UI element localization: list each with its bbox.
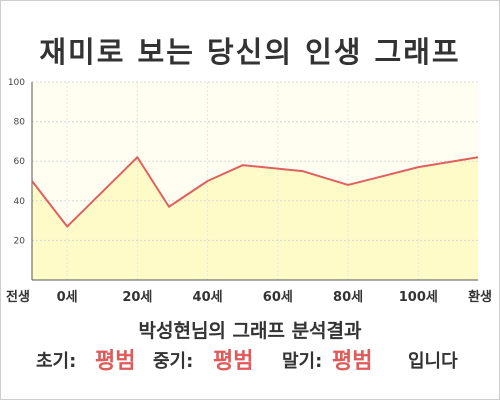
- area-fill: [32, 157, 478, 280]
- y-tick-label: 80: [14, 118, 26, 128]
- x-tick-label: 전생: [6, 289, 30, 305]
- early-label: 초기:: [36, 351, 77, 372]
- analysis-title: 박성현님의 그래프 분석결과: [138, 320, 362, 342]
- late-label: 말기:: [282, 351, 323, 372]
- middle-value: 평범: [213, 349, 254, 374]
- y-tick-label: 100: [8, 78, 25, 88]
- suffix-text: 입니다: [408, 351, 458, 372]
- y-tick-label: 20: [14, 236, 26, 246]
- analysis-result: 초기: 평범 중기: 평범 말기: 평범 입니다: [0, 344, 500, 380]
- x-tick-label: 20세: [122, 290, 152, 305]
- x-tick-label: 40세: [193, 290, 223, 305]
- series-line: [31, 156, 479, 228]
- x-tick-label: 80세: [333, 290, 363, 305]
- y-tick-label: 40: [14, 197, 26, 207]
- middle-label: 중기:: [153, 351, 194, 372]
- early-value: 평범: [95, 349, 136, 374]
- x-tick-label: 60세: [263, 290, 293, 305]
- late-value: 평범: [332, 349, 373, 374]
- y-tick-label: 60: [14, 157, 26, 167]
- x-tick-label: 100세: [399, 290, 438, 305]
- x-tick-label: 환생: [468, 289, 492, 305]
- x-tick-label: 0세: [57, 290, 78, 305]
- page-title: 재미로 보는 당신의 인생 그래프: [39, 35, 461, 69]
